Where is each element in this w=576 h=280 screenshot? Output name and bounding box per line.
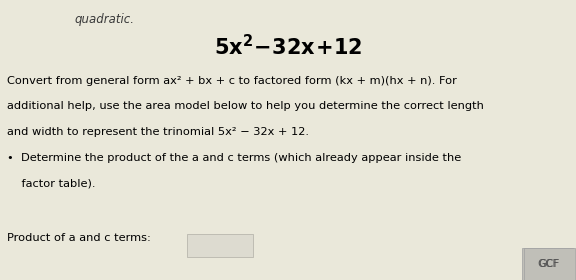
Text: and width to represent the trinomial 5x² − 32x + 12.: and width to represent the trinomial 5x²… <box>7 127 309 137</box>
Text: quadratic.: quadratic. <box>75 13 135 25</box>
Text: Convert from general form ax² + bx + c to factored form (kx + m)(hx + n). For: Convert from general form ax² + bx + c t… <box>7 76 457 86</box>
Text: GCF: GCF <box>537 259 559 269</box>
Text: •  Determine the product of the a and c terms (which already appear inside the: • Determine the product of the a and c t… <box>7 153 461 163</box>
Text: factor table).: factor table). <box>7 179 96 189</box>
Text: GCF: GCF <box>539 259 560 269</box>
Text: Product of a and c terms:: Product of a and c terms: <box>7 233 151 243</box>
FancyBboxPatch shape <box>522 248 573 280</box>
Text: additional help, use the area model below to help you determine the correct leng: additional help, use the area model belo… <box>7 101 484 111</box>
FancyBboxPatch shape <box>524 248 575 280</box>
FancyBboxPatch shape <box>187 234 253 257</box>
Text: $\mathbf{5x^2\!-\!32x\!+\!12}$: $\mathbf{5x^2\!-\!32x\!+\!12}$ <box>214 34 362 59</box>
